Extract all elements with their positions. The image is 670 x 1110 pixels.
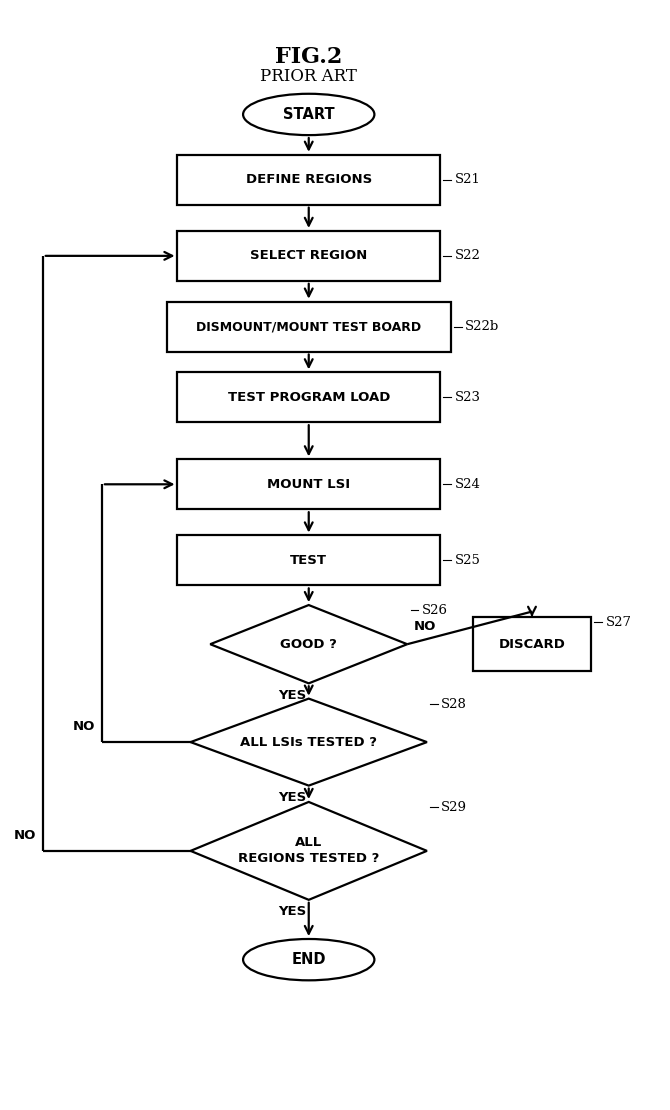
Text: DISCARD: DISCARD bbox=[498, 638, 565, 650]
Text: TEST: TEST bbox=[290, 554, 327, 567]
Text: SELECT REGION: SELECT REGION bbox=[250, 250, 367, 262]
Text: ALL
REGIONS TESTED ?: ALL REGIONS TESTED ? bbox=[238, 836, 379, 866]
Text: ALL LSIs TESTED ?: ALL LSIs TESTED ? bbox=[241, 736, 377, 748]
FancyBboxPatch shape bbox=[178, 535, 440, 585]
FancyBboxPatch shape bbox=[167, 302, 450, 352]
Text: S22: S22 bbox=[454, 250, 480, 262]
Text: YES: YES bbox=[278, 689, 306, 702]
Text: TEST PROGRAM LOAD: TEST PROGRAM LOAD bbox=[228, 391, 390, 404]
FancyBboxPatch shape bbox=[178, 372, 440, 422]
FancyBboxPatch shape bbox=[178, 231, 440, 281]
Text: S23: S23 bbox=[454, 391, 480, 404]
Text: MOUNT LSI: MOUNT LSI bbox=[267, 477, 350, 491]
Ellipse shape bbox=[243, 93, 375, 135]
Polygon shape bbox=[190, 801, 427, 900]
Ellipse shape bbox=[243, 939, 375, 980]
Polygon shape bbox=[190, 698, 427, 786]
FancyBboxPatch shape bbox=[178, 154, 440, 204]
Text: S24: S24 bbox=[454, 477, 480, 491]
Text: DEFINE REGIONS: DEFINE REGIONS bbox=[246, 173, 372, 186]
Text: S29: S29 bbox=[442, 801, 468, 814]
Text: DISMOUNT/MOUNT TEST BOARD: DISMOUNT/MOUNT TEST BOARD bbox=[196, 320, 421, 333]
Text: YES: YES bbox=[278, 791, 306, 804]
Text: S22b: S22b bbox=[465, 320, 499, 333]
Text: S26: S26 bbox=[421, 604, 448, 617]
Text: NO: NO bbox=[73, 720, 95, 734]
Text: NO: NO bbox=[414, 620, 436, 634]
Text: YES: YES bbox=[278, 906, 306, 918]
Text: END: END bbox=[291, 952, 326, 967]
FancyBboxPatch shape bbox=[178, 460, 440, 509]
Text: S27: S27 bbox=[606, 616, 632, 629]
Text: NO: NO bbox=[14, 829, 36, 842]
Text: GOOD ?: GOOD ? bbox=[280, 638, 337, 650]
Polygon shape bbox=[210, 605, 407, 684]
Text: S21: S21 bbox=[454, 173, 480, 186]
Text: START: START bbox=[283, 107, 334, 122]
Text: FIG.2: FIG.2 bbox=[275, 46, 342, 68]
Text: S25: S25 bbox=[454, 554, 480, 567]
FancyBboxPatch shape bbox=[473, 617, 591, 672]
Text: PRIOR ART: PRIOR ART bbox=[261, 68, 357, 84]
Text: S28: S28 bbox=[442, 697, 467, 710]
